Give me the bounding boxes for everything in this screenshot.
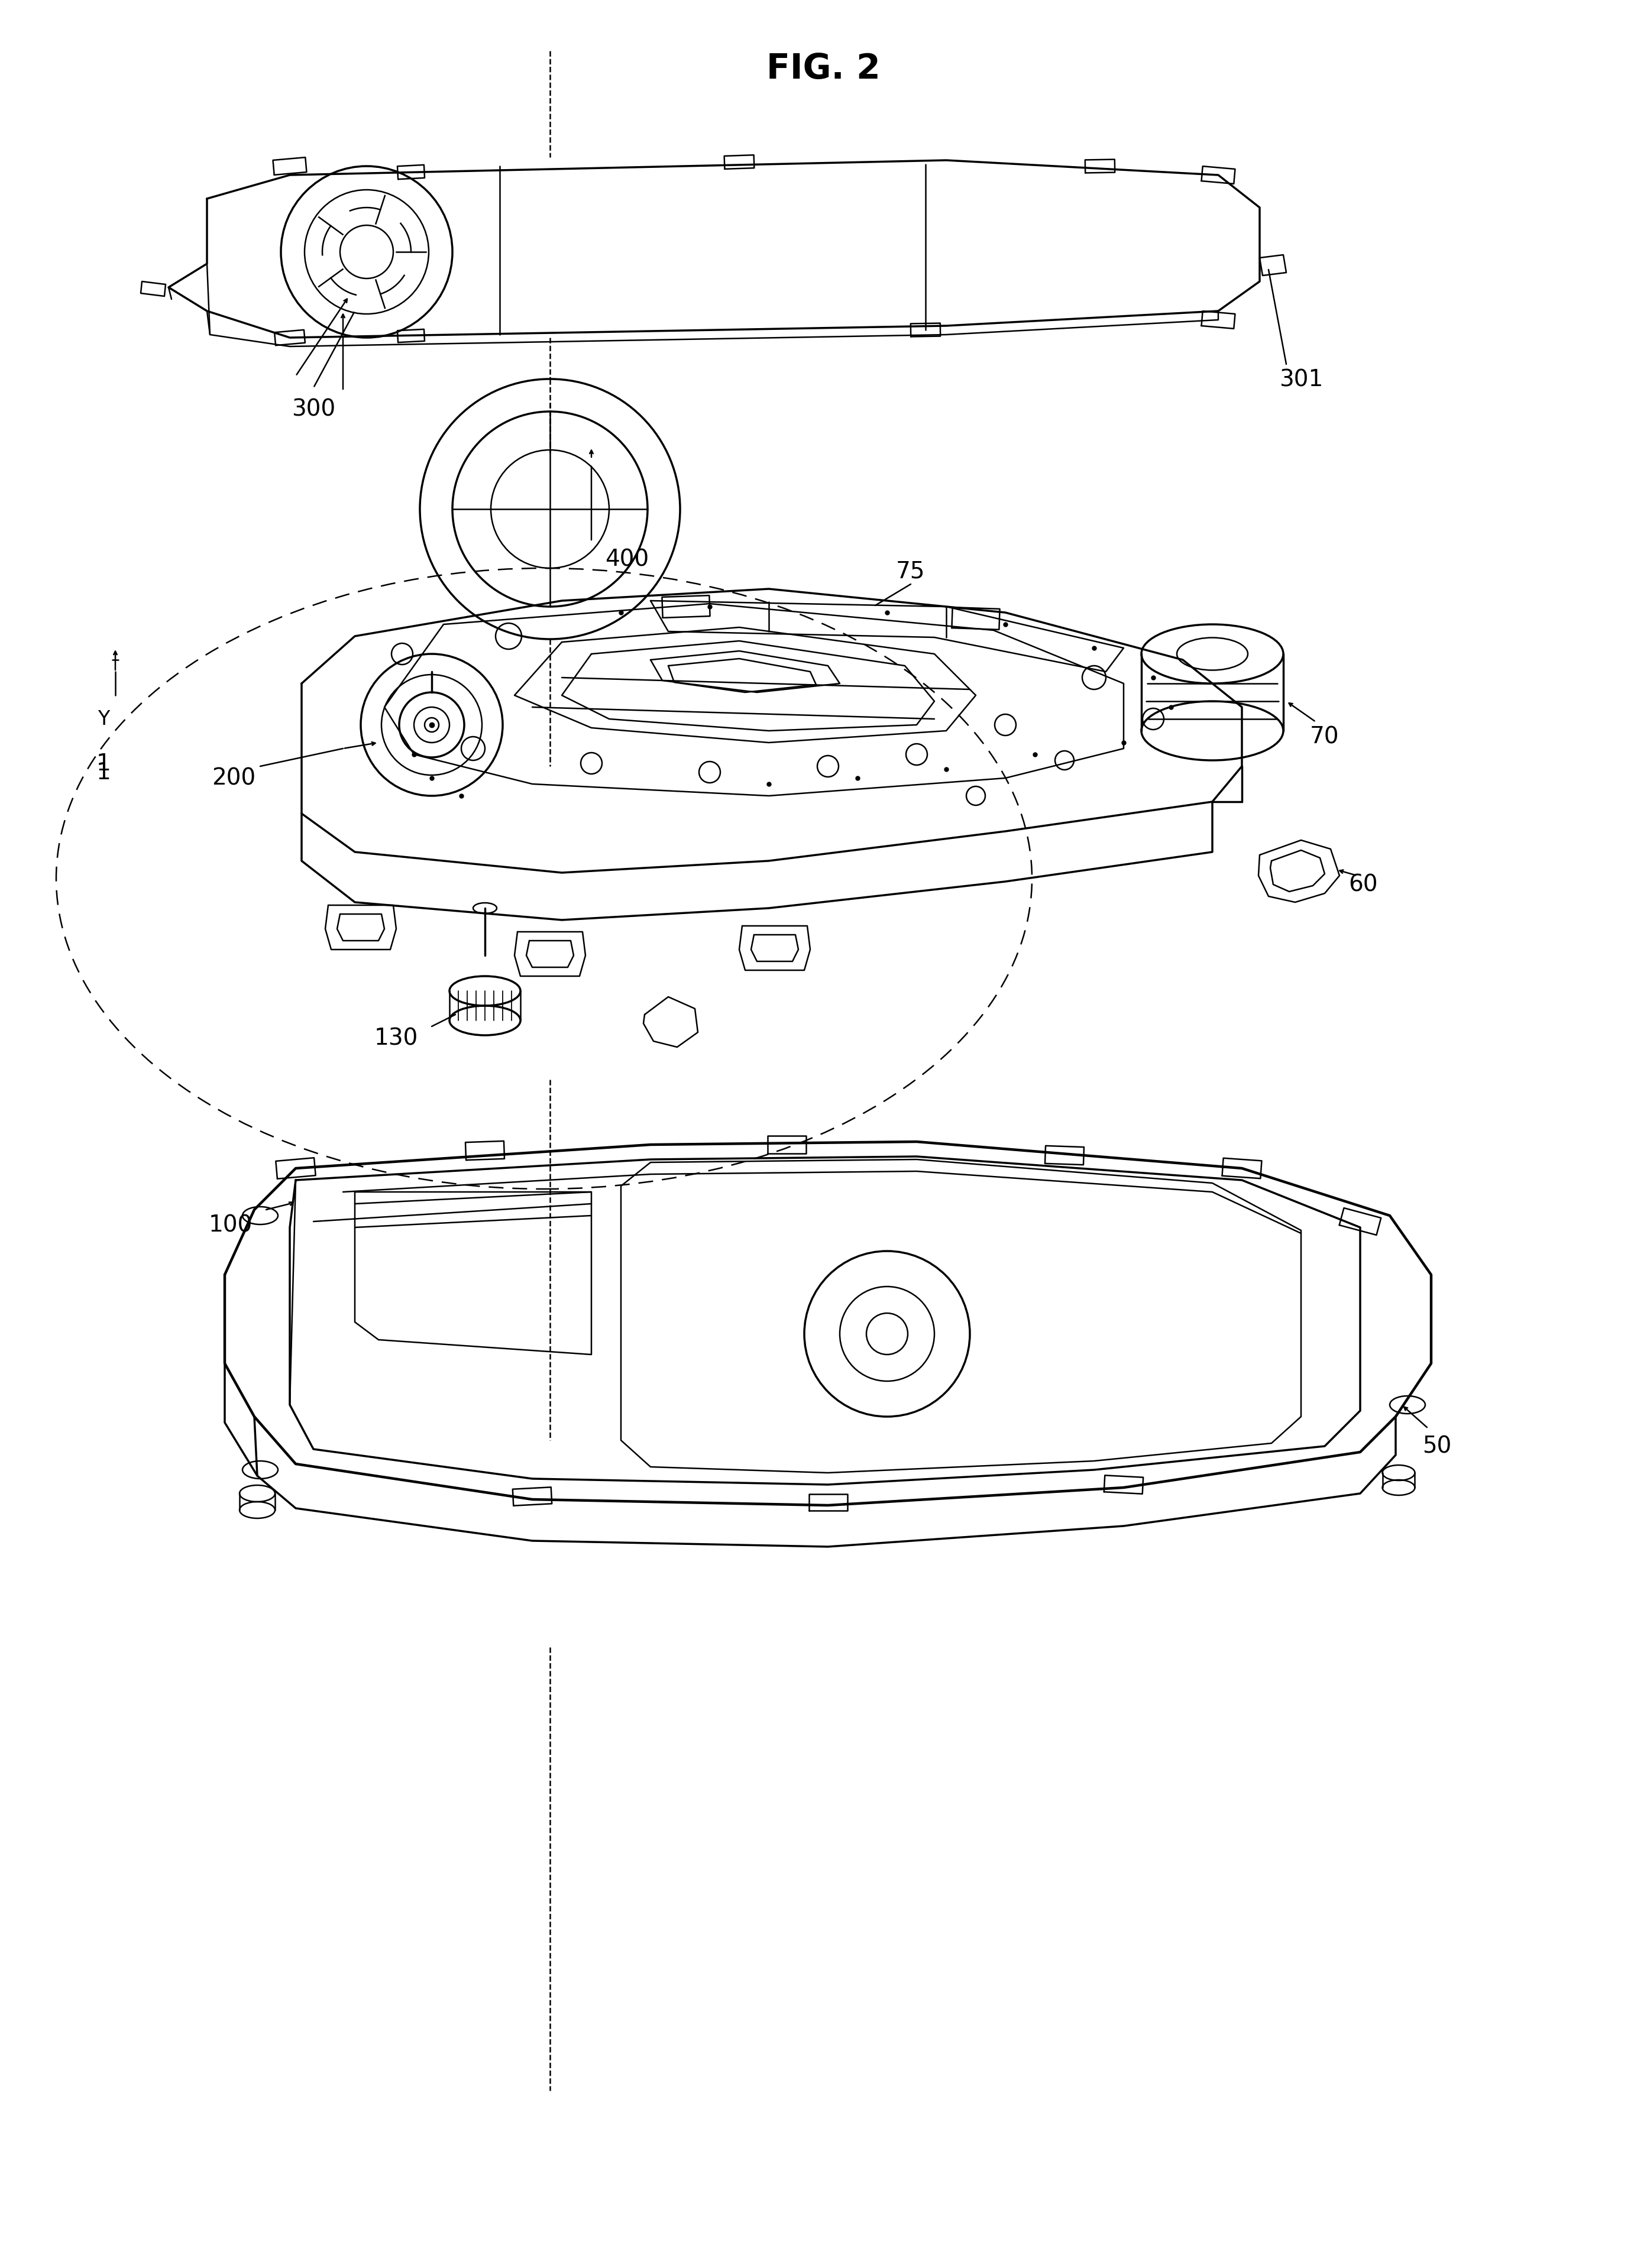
Text: 301: 301: [1280, 367, 1323, 390]
Text: 400: 400: [604, 549, 649, 572]
Text: 100: 100: [209, 1213, 252, 1236]
Text: 1: 1: [96, 762, 110, 785]
Text: 130: 130: [374, 1027, 418, 1050]
Text: 200: 200: [212, 767, 255, 789]
Text: 300: 300: [292, 397, 336, 420]
Text: FIG. 2: FIG. 2: [766, 52, 879, 86]
Text: Y: Y: [97, 710, 109, 728]
Text: 70: 70: [1309, 726, 1339, 748]
Text: 1: 1: [96, 753, 110, 776]
Text: 50: 50: [1423, 1436, 1451, 1458]
Text: 60: 60: [1349, 873, 1379, 896]
Text: 75: 75: [896, 560, 926, 583]
